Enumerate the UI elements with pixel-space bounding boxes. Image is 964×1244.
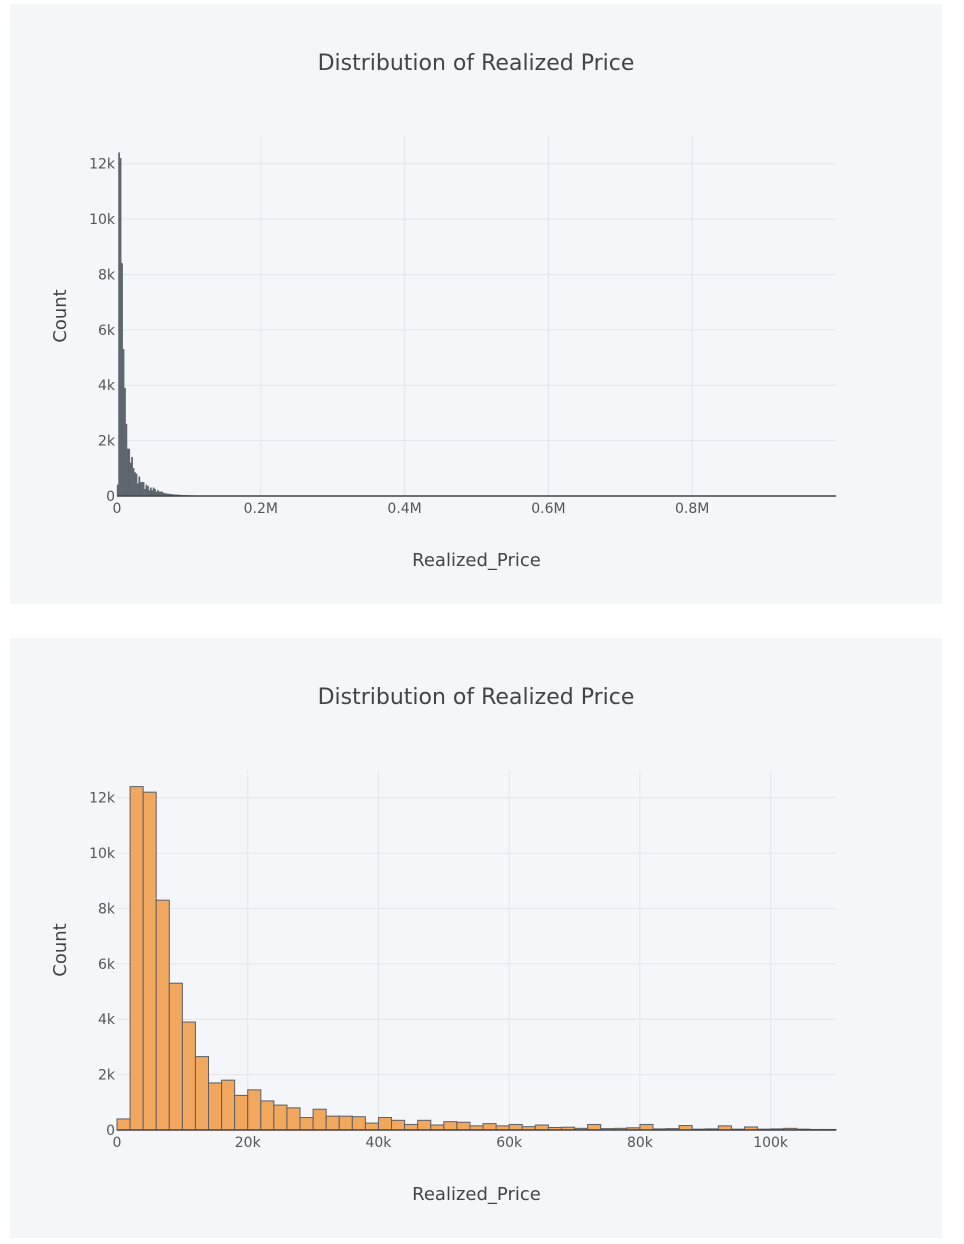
x-tick-label: 0.4M: [387, 501, 421, 517]
y-axis-label: Count: [50, 923, 71, 976]
histogram-bar: [129, 786, 144, 1131]
histogram-bar: [154, 488, 156, 497]
histogram-bar: [351, 1116, 366, 1131]
histogram-bar: [417, 1119, 432, 1131]
x-tick-label: 100k: [753, 1135, 789, 1151]
x-tick-label: 0.6M: [531, 501, 565, 517]
y-tick-label: 12k: [89, 157, 116, 173]
histogram-bar: [221, 1079, 236, 1131]
histogram-bar: [138, 476, 141, 497]
x-axis-label: Realized_Price: [412, 550, 541, 571]
x-tick-label: 0.2M: [244, 501, 278, 517]
histogram-bar: [136, 483, 139, 497]
histogram-bar: [119, 158, 122, 497]
histogram-bar: [273, 1104, 288, 1131]
x-tick-label: 60k: [496, 1135, 523, 1151]
histogram-bar: [286, 1107, 301, 1131]
y-tick-label: 4k: [98, 378, 116, 394]
chart-title: Distribution of Realized Price: [318, 685, 635, 710]
histogram-bar: [131, 457, 133, 497]
histogram-bar: [377, 1117, 393, 1131]
x-tick-label: 0: [113, 501, 122, 517]
histogram-bar: [234, 1094, 249, 1131]
histogram-bar: [135, 473, 138, 497]
y-tick-label: 8k: [98, 901, 116, 917]
histogram-bar: [141, 482, 144, 497]
histogram-bar: [118, 152, 121, 497]
histogram-bar: [299, 1117, 314, 1131]
histogram-bar: [456, 1121, 471, 1131]
x-tick-label: 0.8M: [675, 501, 709, 517]
histogram-full-range: Distribution of Realized Price 0 0.2M 0.4M 0…: [50, 51, 836, 571]
histogram-bar: [147, 486, 149, 497]
histogram-bar: [338, 1115, 353, 1131]
histogram-bar: [364, 1122, 379, 1131]
histogram-bar: [194, 1056, 210, 1131]
histogram-bar: [325, 1115, 340, 1131]
histogram-bar: [126, 448, 129, 497]
histogram-bar: [151, 490, 154, 497]
histogram-bar: [139, 482, 142, 497]
x-tick-label: 0: [113, 1135, 122, 1151]
bars: [116, 786, 837, 1131]
histogram-bar: [152, 487, 155, 497]
histogram-bar: [157, 490, 159, 497]
y-tick-label: 6k: [98, 323, 116, 339]
histogram-bar: [122, 349, 125, 497]
histogram-bar: [148, 490, 151, 497]
y-tick-label: 4k: [98, 1012, 116, 1028]
y-tick-label: 2k: [98, 1068, 116, 1084]
histogram-bar: [247, 1089, 262, 1131]
histogram-bar: [142, 482, 145, 497]
histogram-bar: [124, 387, 126, 497]
histogram-zoomed-range: Distribution of Realized Price 0 20k 40k 60k…: [50, 685, 837, 1205]
histogram-bar: [116, 484, 119, 497]
histogram-bar: [121, 263, 123, 497]
y-tick-label: 6k: [98, 957, 116, 973]
chart-panel-realized-price-full: Distribution of Realized Price 0 0.2M 0.4M 0…: [10, 4, 942, 604]
histogram-bar: [482, 1123, 497, 1131]
y-axis-label: Count: [50, 289, 71, 342]
histogram-bar: [142, 791, 157, 1131]
histogram-bar: [145, 484, 148, 497]
histogram-bar: [404, 1123, 419, 1131]
histogram-bar: [155, 899, 170, 1131]
y-tick-label: 10k: [89, 846, 116, 862]
x-tick-label: 40k: [365, 1135, 392, 1151]
histogram-bar: [443, 1121, 458, 1131]
bars: [116, 152, 261, 497]
histogram-bar: [125, 423, 128, 497]
y-tick-label: 2k: [98, 434, 116, 450]
y-tick-label: 0: [106, 489, 115, 505]
histogram-bar: [129, 462, 132, 497]
x-tick-label: 80k: [627, 1135, 654, 1151]
y-tick-label: 10k: [89, 212, 116, 228]
histogram-bar: [208, 1082, 223, 1131]
histogram-bar: [134, 472, 136, 497]
histogram-bar: [391, 1119, 406, 1131]
chart-title: Distribution of Realized Price: [318, 51, 635, 76]
chart-panel-realized-price-zoomed: Distribution of Realized Price 0 20k 40k 60k…: [10, 638, 942, 1238]
y-tick-label: 12k: [89, 791, 116, 807]
histogram-bar: [128, 448, 131, 497]
histogram-bar: [260, 1100, 275, 1131]
histogram-bar: [639, 1123, 654, 1131]
histogram-bar: [144, 488, 146, 497]
histogram-bar: [168, 982, 183, 1131]
histogram-bar: [312, 1108, 327, 1131]
histogram-bar: [132, 468, 135, 497]
histogram-bar: [508, 1123, 523, 1131]
histogram-bar: [181, 1021, 196, 1131]
y-tick-label: 8k: [98, 267, 116, 283]
histogram-bar: [149, 487, 152, 497]
x-axis-label: Realized_Price: [412, 1184, 541, 1205]
histogram-bar: [587, 1123, 602, 1131]
x-tick-label: 20k: [235, 1135, 262, 1151]
y-tick-label: 0: [106, 1123, 115, 1139]
histogram-bar: [116, 1118, 131, 1131]
